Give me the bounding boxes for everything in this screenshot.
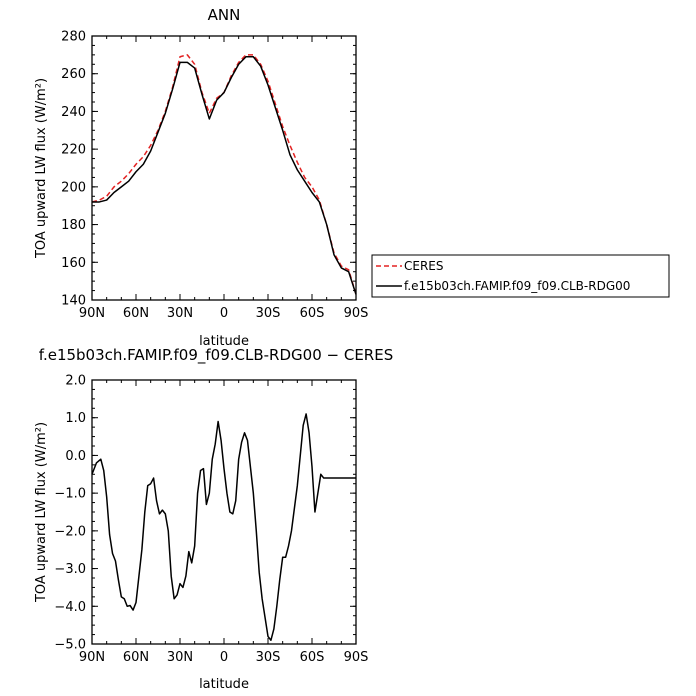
top-y-tick-label: 180 xyxy=(61,218,86,233)
bottom-x-tick-label: 30N xyxy=(167,650,193,665)
top-chart-title: ANN xyxy=(208,6,241,24)
top-y-tick-label: 220 xyxy=(61,143,86,158)
top-y-tick-label: 260 xyxy=(61,67,86,82)
bottom-y-tick-label: −1.0 xyxy=(54,487,86,502)
bottom-x-tick-label: 60N xyxy=(123,650,149,665)
top-y-tick-label: 280 xyxy=(61,30,86,45)
bottom-plot-frame xyxy=(91,379,357,645)
legend-box xyxy=(371,254,670,298)
top-x-tick-label: 90S xyxy=(344,306,369,321)
top-y-tick-label: 240 xyxy=(61,105,86,120)
bottom-series-group xyxy=(91,413,356,641)
top-x-axis-label: latitude xyxy=(199,334,249,349)
top-y-tick-label: 200 xyxy=(61,180,86,195)
bottom-y-tick-label: −4.0 xyxy=(54,600,86,615)
bottom-y-axis-label: TOA upward LW flux (W/m²) xyxy=(34,422,49,603)
legend-model-label: f.e15b03ch.FAMIP.f09_f09.CLB-RDG00 xyxy=(404,279,630,293)
bottom-chart-title: f.e15b03ch.FAMIP.f09_f09.CLB-RDG00 − CER… xyxy=(39,346,393,365)
top-series-group xyxy=(91,54,357,295)
bottom-x-tick-label: 60S xyxy=(300,650,325,665)
bottom-y-tick-label: −2.0 xyxy=(54,524,86,539)
bottom-y-tick-label: 1.0 xyxy=(65,411,86,426)
top-y-tick-label: 160 xyxy=(61,256,86,271)
top-x-tick-label: 60S xyxy=(300,306,325,321)
bottom-series-model-line xyxy=(91,413,356,641)
top-x-tick-label: 90N xyxy=(79,306,105,321)
bottom-y-tick-label: −3.0 xyxy=(54,562,86,577)
top-series-model-line xyxy=(92,55,357,295)
top-axes: 90N 60N 30N 0 30S 60S 90S 140 160 180 200 220 240 260… xyxy=(61,30,368,322)
top-x-tick-label: 30N xyxy=(167,306,193,321)
bottom-x-tick-label: 0 xyxy=(220,650,228,665)
bottom-panel: f.e15b03ch.FAMIP.f09_f09.CLB-RDG00 − CER… xyxy=(34,346,393,692)
bottom-axes: 90N 60N 30N 0 30S 60S 90S −5.0 −4.0 −3.0 −2.0 −1.0 0… xyxy=(54,374,368,666)
top-panel: ANN 90N 60N 30N 0 30S 60S 90S 140 160 180 200 220 24… xyxy=(34,6,368,349)
legend: CERES f.e15b03ch.FAMIP.f09_f09.CLB-RDG00 xyxy=(371,254,670,298)
top-x-tick-label: 30S xyxy=(256,306,281,321)
bottom-y-tick-label: −5.0 xyxy=(54,638,86,653)
bottom-x-tick-label: 30S xyxy=(256,650,281,665)
bottom-x-tick-label: 90S xyxy=(344,650,369,665)
legend-ceres-label: CERES xyxy=(404,259,444,273)
top-series-ceres-line xyxy=(91,54,357,295)
bottom-x-tick-label: 90N xyxy=(79,650,105,665)
top-x-tick-label: 60N xyxy=(123,306,149,321)
top-x-tick-label: 0 xyxy=(220,306,228,321)
top-plot-frame xyxy=(91,35,357,301)
bottom-y-tick-label: 0.0 xyxy=(65,449,86,464)
bottom-x-axis-label: latitude xyxy=(199,677,249,692)
top-y-axis-label: TOA upward LW flux (W/m²) xyxy=(34,78,49,259)
bottom-y-tick-label: 2.0 xyxy=(65,374,86,389)
top-y-tick-label: 140 xyxy=(61,294,86,309)
